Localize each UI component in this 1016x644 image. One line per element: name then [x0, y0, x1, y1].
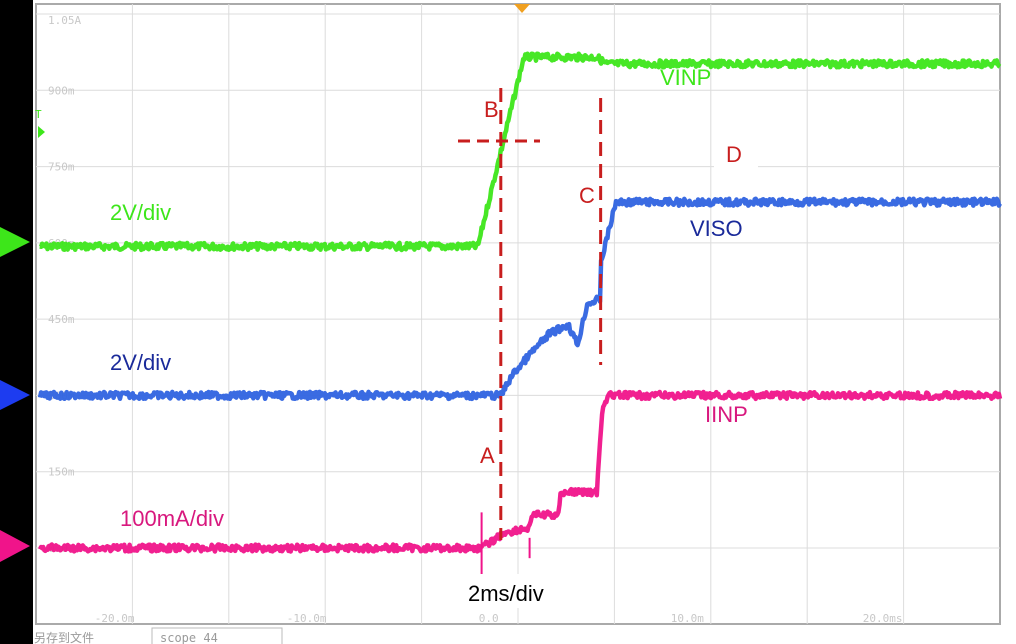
channel-iinp-marker-icon — [0, 530, 30, 562]
series-group — [37, 51, 1003, 589]
filename-field-text: scope_44 — [160, 631, 218, 644]
vinp-scale-label: 2V/div — [110, 200, 171, 225]
trigger-position-icon — [514, 4, 530, 13]
x-tick-label: 20.0ms — [863, 612, 903, 625]
y-tick-label: 450m — [48, 313, 75, 326]
trigger-level-icon — [38, 126, 45, 138]
trace-vinp — [38, 51, 1002, 253]
trace-iinp — [37, 389, 1003, 554]
y-tick-label: 150m — [48, 466, 75, 479]
filename-field[interactable] — [151, 627, 283, 644]
iinp-series-label: IINP — [705, 402, 748, 427]
y-tick-label: 1.05A — [48, 14, 81, 27]
annotation-d-background — [714, 138, 758, 170]
trigger-label: T — [35, 108, 42, 121]
channel-viso-marker-icon — [0, 380, 30, 410]
x-tick-label: 0.0 — [479, 612, 499, 625]
annotation-b: B — [484, 97, 499, 122]
annotation-a: A — [480, 443, 495, 468]
viso-series-label: VISO — [690, 216, 743, 241]
y-tick-label: 750m — [48, 161, 75, 174]
iinp-scale-label: 100mA/div — [120, 506, 224, 531]
save-to-file-label: 另存到文件 — [34, 630, 94, 644]
vinp-series-label: VINP — [660, 65, 711, 90]
cursor-markers — [458, 88, 603, 540]
trace-viso — [37, 196, 1002, 402]
channel-vinp-marker-icon — [0, 227, 30, 257]
timebase-label: 2ms/div — [468, 581, 544, 606]
annotation-c: C — [579, 183, 595, 208]
timebase-background — [462, 574, 570, 608]
y-tick-label: 900m — [48, 84, 75, 97]
annotation-d: D — [726, 142, 742, 167]
x-tick-label: 10.0m — [671, 612, 704, 625]
x-tick-label: -20.0m — [95, 612, 135, 625]
viso-scale-label: 2V/div — [110, 350, 171, 375]
x-tick-label: -10.0m — [287, 612, 327, 625]
